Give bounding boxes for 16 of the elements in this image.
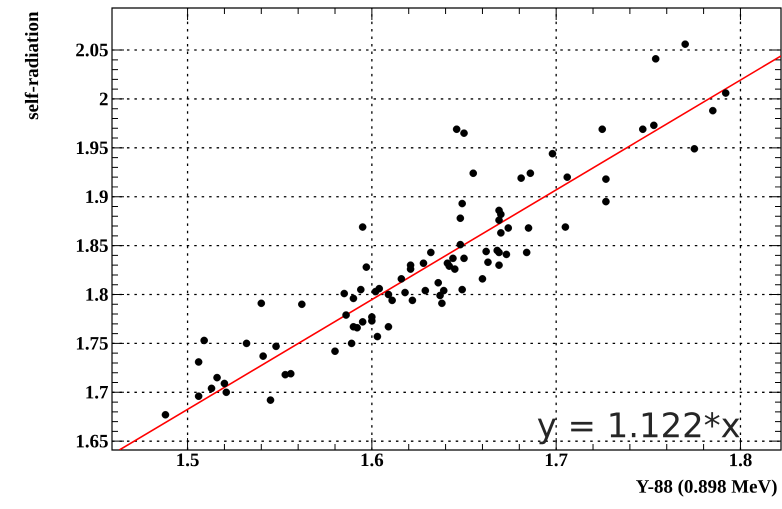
x-axis-title: Y-88 (0.898 MeV) [636, 480, 777, 497]
x-tick-label: 1.6 [362, 454, 384, 466]
y-tick-label: 1.75 [76, 337, 108, 350]
y-tick-label: 1.85 [76, 239, 108, 252]
x-tick-label: 1.5 [177, 454, 199, 466]
annotation: y = 1.122*x [538, 412, 740, 444]
y-tick-label: 1.9 [86, 190, 108, 204]
y-tick-label: 1.65 [76, 434, 108, 448]
x-tick-label: 1.8 [730, 454, 752, 466]
y-axis-title: self-radiation [24, 12, 38, 120]
y-tick-label: 2.05 [76, 44, 108, 56]
y-tick-label: 1.7 [86, 386, 108, 399]
y-tick-label: 1.8 [86, 288, 108, 301]
x-tick-label: 1.7 [546, 454, 568, 466]
y-tick-label: 2 [100, 92, 108, 106]
y-tick-label: 1.95 [76, 141, 108, 154]
